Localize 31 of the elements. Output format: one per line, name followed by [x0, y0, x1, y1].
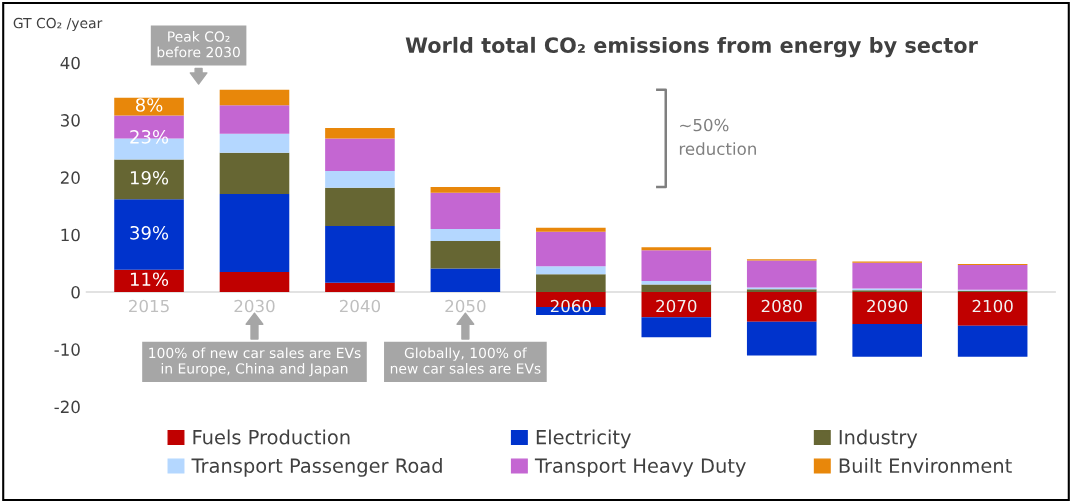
x-tick-label: 2040	[339, 299, 381, 313]
annotation: 8%	[135, 98, 163, 112]
legend-label: Industry	[839, 429, 918, 449]
x-tick-label: 2080	[761, 299, 802, 313]
annotation: ~50% reduction	[679, 118, 756, 156]
legend-label: Electricity	[536, 429, 631, 449]
x-tick-label: 2030	[234, 299, 275, 313]
annotation: 11%	[130, 272, 169, 287]
y-tick-label: 20	[60, 171, 80, 184]
y-tick-label: 30	[60, 114, 80, 127]
y-tick-label: -20	[54, 400, 80, 414]
x-tick-label: 2090	[867, 299, 908, 313]
x-tick-label: 2070	[656, 299, 697, 313]
annotation: Globally, 100% of new car sales are EVs	[390, 347, 541, 374]
legend-label: Transport Passenger Road	[191, 457, 442, 477]
y-tick-label: -10	[54, 343, 80, 356]
annotation: 100% of new car sales are EVs in Europe, China and Japan	[149, 347, 361, 377]
legend-label: Transport Heavy Duty	[534, 458, 746, 477]
y-tick-label: 10	[61, 228, 80, 242]
chart-title: World total CO₂ emissions from energy by sector	[405, 36, 978, 58]
y-axis-title: GT CO₂ /year	[13, 17, 103, 32]
legend-label: Built Environment	[839, 457, 1012, 474]
legend-label: Fuels Production	[193, 429, 350, 445]
annotation: 39%	[130, 225, 169, 240]
text: Peak CO₂ before 2030	[157, 31, 240, 58]
x-tick-label: 2050	[445, 299, 486, 313]
x-tick-label: 2100	[972, 299, 1013, 313]
y-tick-label: 0	[71, 285, 80, 299]
annotation: 19%	[130, 170, 169, 185]
y-tick-label: 40	[60, 56, 80, 70]
x-tick-label: 2015	[129, 299, 169, 313]
